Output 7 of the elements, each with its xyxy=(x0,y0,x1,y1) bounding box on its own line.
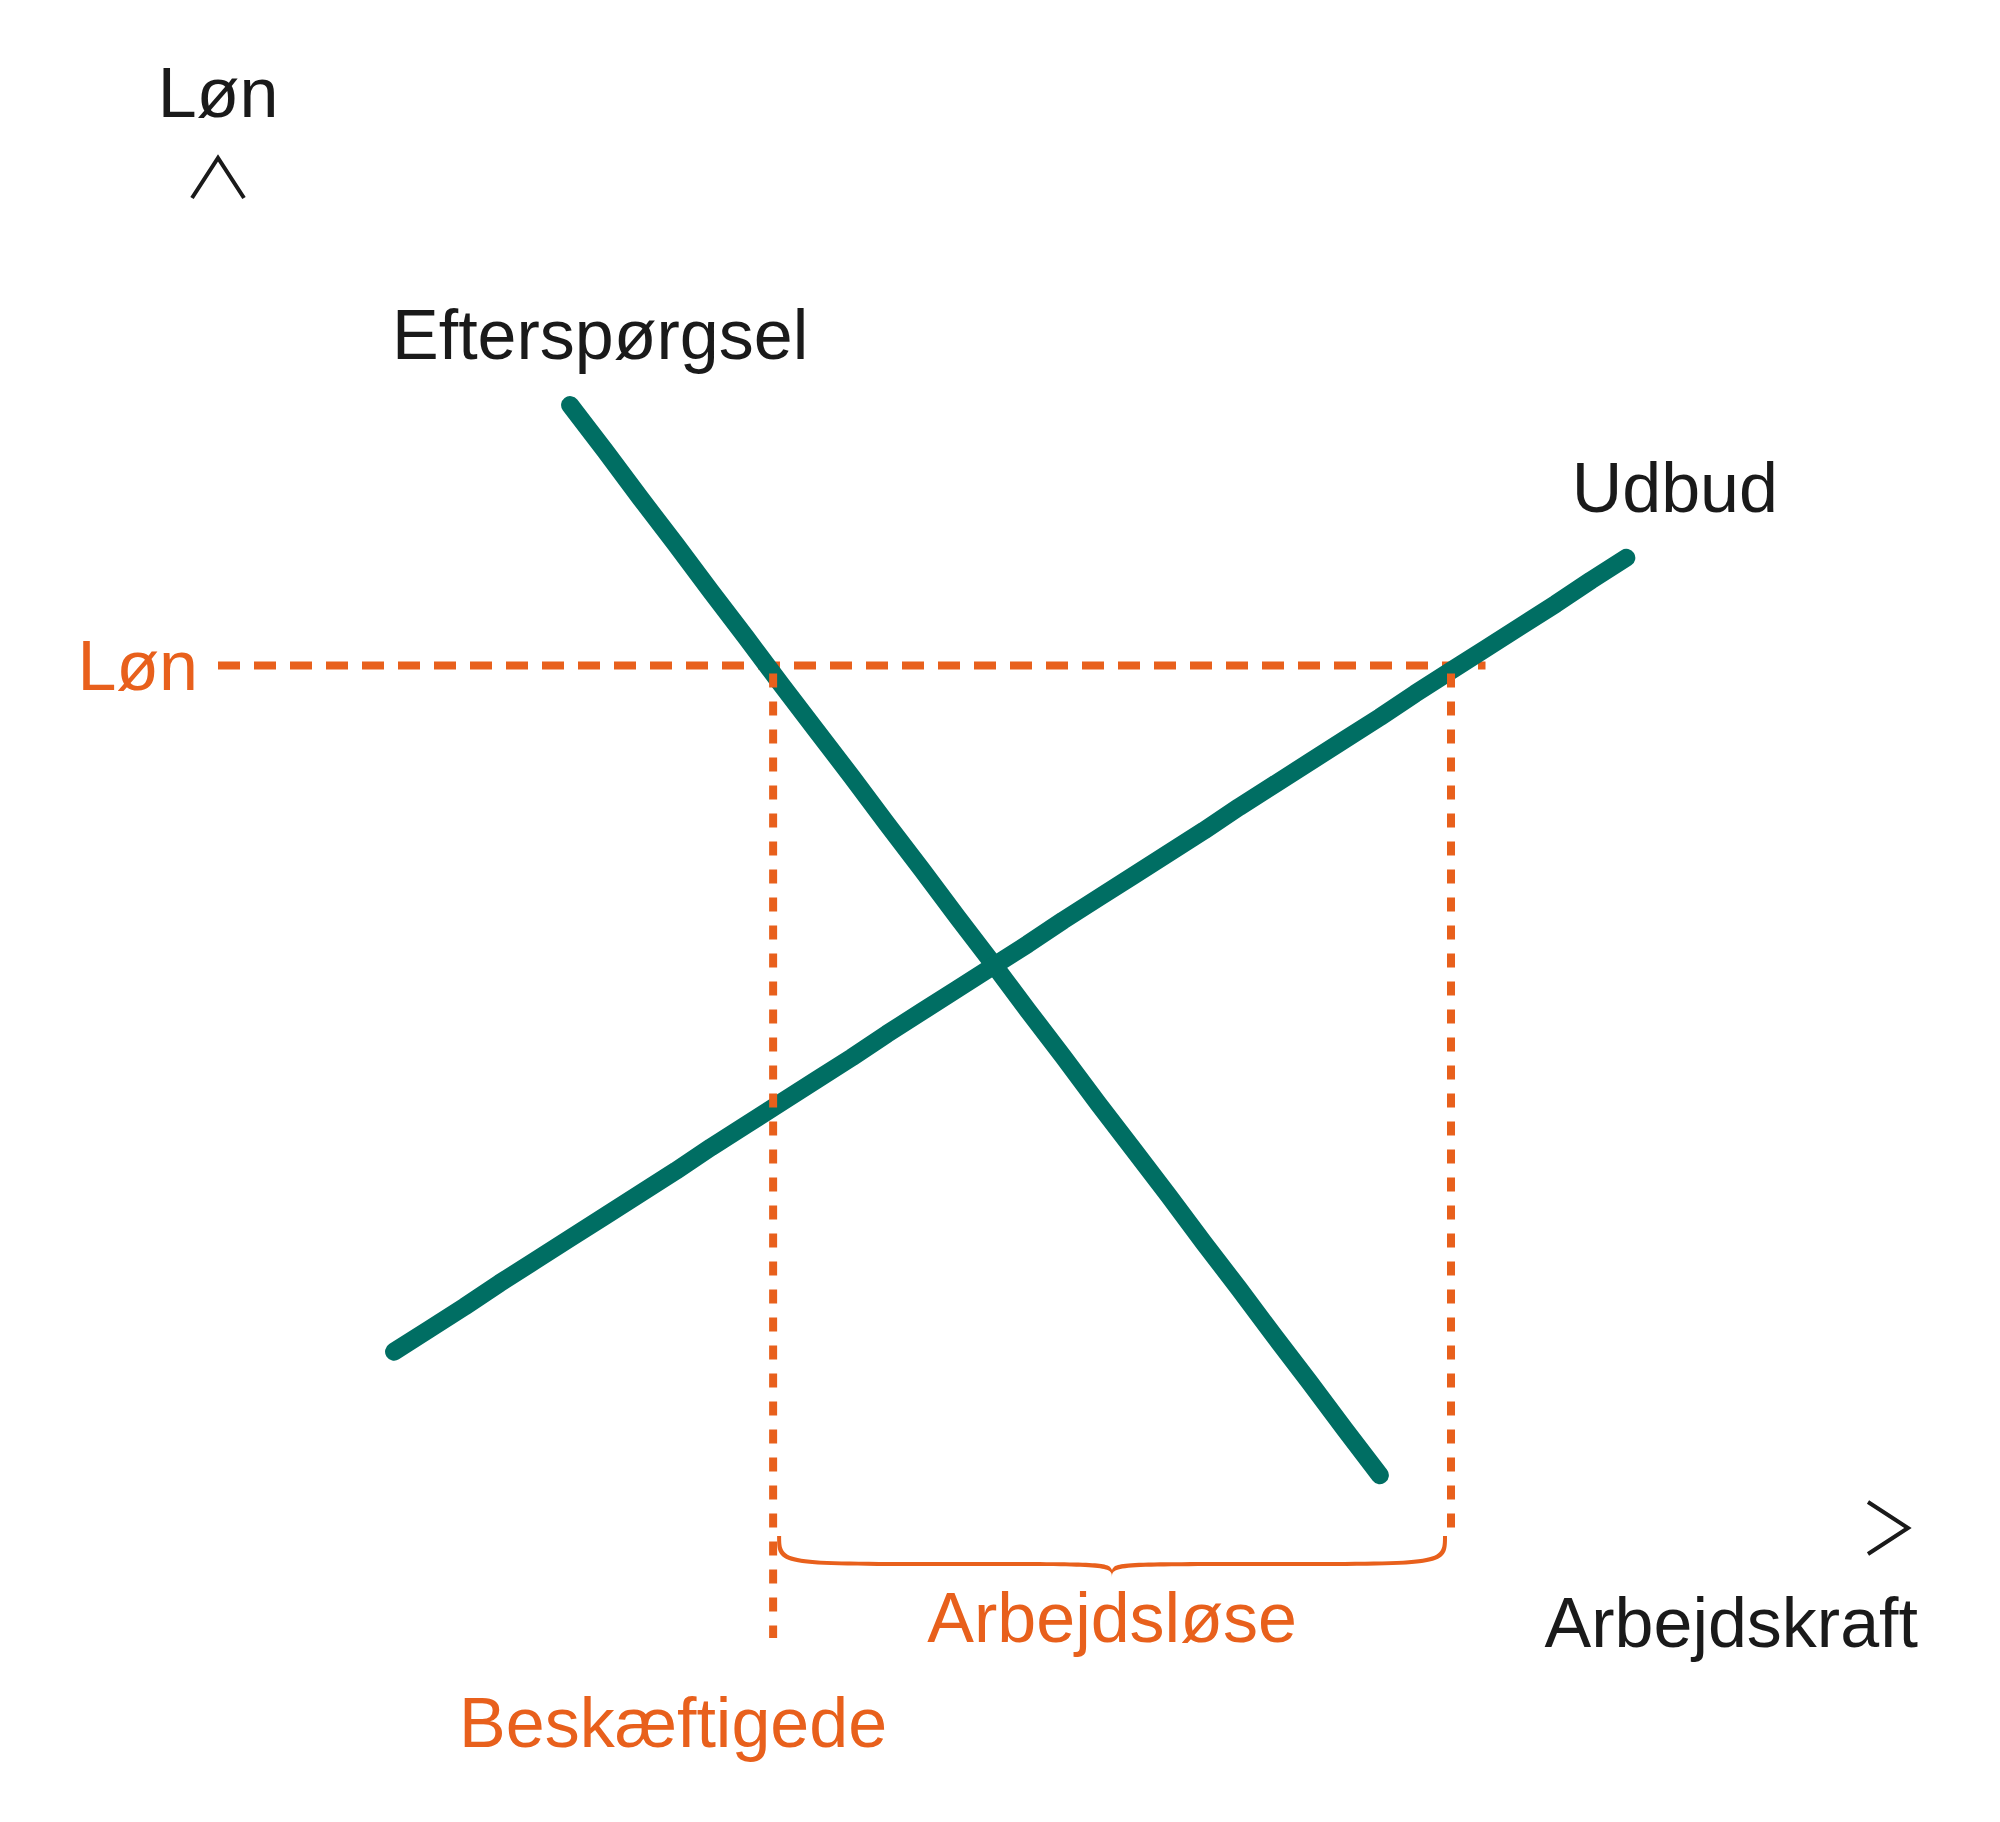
text: Beskæftigede xyxy=(459,1684,888,1762)
ref-line-label: Løn xyxy=(77,626,198,705)
series-label: Udbud xyxy=(1571,448,1778,527)
text: Arbejdsløse xyxy=(927,1579,1297,1657)
y-axis-title: Løn xyxy=(157,54,279,132)
x-axis-title: Arbejdskraft xyxy=(1544,1584,1918,1662)
series-label: Efterspørgsel xyxy=(392,296,809,375)
